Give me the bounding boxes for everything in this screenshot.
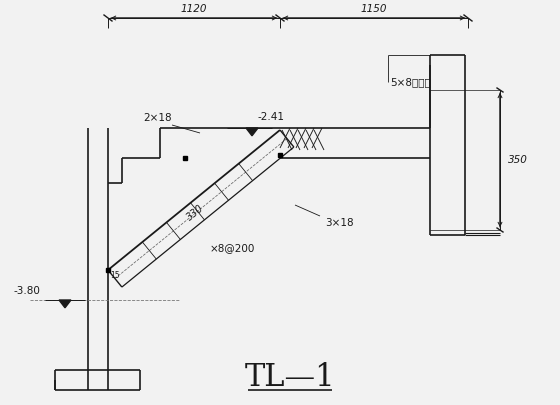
Text: 1150: 1150 [361,4,388,14]
Polygon shape [246,128,258,136]
Text: ×8@200: ×8@200 [210,243,255,253]
Text: 15: 15 [110,271,120,279]
Polygon shape [59,300,71,308]
Text: 1120: 1120 [181,4,207,14]
Text: -2.41: -2.41 [257,112,284,122]
Text: 2×18: 2×18 [143,113,172,123]
Text: -3.80: -3.80 [13,286,40,296]
Text: 5×8加密筋: 5×8加密筋 [390,77,431,87]
Text: TL—1: TL—1 [245,362,335,394]
Text: 350: 350 [508,155,528,165]
Text: 3×18: 3×18 [325,218,353,228]
Text: 330: 330 [185,203,206,223]
